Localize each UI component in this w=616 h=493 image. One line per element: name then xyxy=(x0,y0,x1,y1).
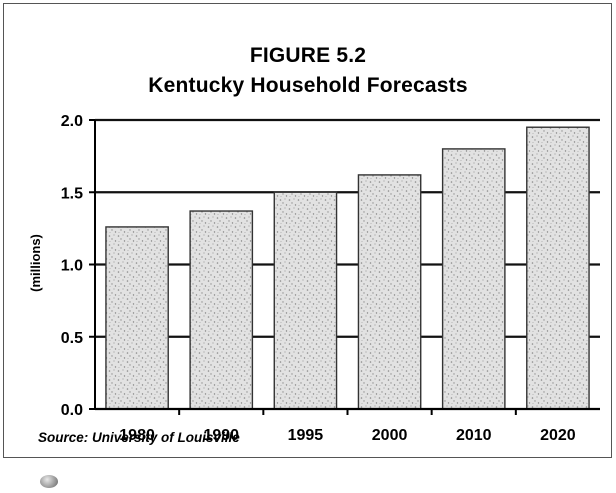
x-tick-label: 1995 xyxy=(288,427,324,444)
bar xyxy=(273,191,338,410)
bar xyxy=(105,226,169,410)
chart-title: Kentucky Household Forecasts xyxy=(148,74,468,97)
axes: 0.0 0.5 1.0 1.5 2.0 1980 1990 1995 2000 2010 2020 xyxy=(61,113,600,444)
figure-number: FIGURE 5.2 xyxy=(249,44,367,67)
x-tick-label: 2020 xyxy=(540,427,576,444)
x-tick-label: 2010 xyxy=(456,427,492,444)
bar xyxy=(526,126,590,410)
y-tick-label: 2.0 xyxy=(61,113,83,130)
y-tick-label: 1.5 xyxy=(61,185,83,202)
x-tick-label: 2000 xyxy=(372,427,408,444)
bars xyxy=(105,126,590,410)
bar xyxy=(189,210,254,410)
gridlines xyxy=(95,118,600,338)
y-tick-label: 0.0 xyxy=(61,402,83,419)
y-axis-label: (millions) xyxy=(28,234,43,292)
x-tick-label: 1980 xyxy=(119,427,155,444)
source-note: Source: University of Louisville xyxy=(38,430,240,445)
bar xyxy=(357,174,422,410)
y-tick-label: 0.5 xyxy=(61,330,83,347)
y-tick-label: 1.0 xyxy=(61,258,83,275)
figure-frame xyxy=(3,3,612,458)
bar xyxy=(441,148,506,410)
x-tick-label: 1990 xyxy=(203,427,239,444)
scan-artifact-icon xyxy=(40,475,58,488)
